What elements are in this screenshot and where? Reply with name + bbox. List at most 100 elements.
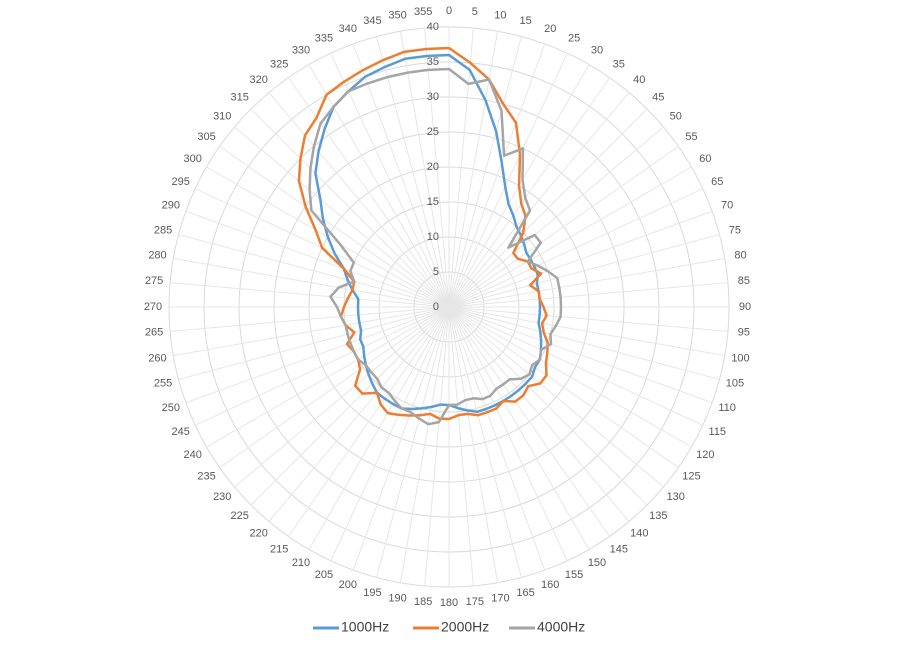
spoke — [448, 306, 725, 357]
spoke — [287, 77, 450, 308]
spoke — [448, 306, 664, 488]
radial-tick-label: 5 — [433, 266, 439, 278]
angle-label: 110 — [718, 402, 736, 414]
radial-tick-label: 20 — [427, 161, 439, 173]
angle-label: 350 — [388, 9, 406, 21]
spoke — [170, 282, 450, 308]
angle-label: 145 — [610, 543, 628, 555]
radial-tick-label: 0 — [433, 301, 439, 313]
spoke — [448, 306, 546, 571]
spoke — [250, 108, 450, 308]
angle-label: 355 — [414, 6, 432, 18]
spoke — [448, 306, 720, 380]
angle-label: 340 — [339, 23, 357, 35]
angle-label: 285 — [154, 224, 172, 236]
angle-label: 140 — [630, 528, 648, 540]
angle-label: 240 — [183, 449, 201, 461]
radial-tick-label: 10 — [427, 231, 439, 243]
spoke — [448, 166, 692, 308]
spoke — [173, 306, 450, 357]
spoke — [448, 282, 728, 308]
angle-label: 190 — [388, 592, 406, 604]
spoke — [448, 31, 499, 308]
spoke — [448, 53, 568, 308]
spoke — [448, 306, 568, 561]
spoke — [170, 306, 450, 332]
spoke — [448, 306, 611, 537]
spoke — [448, 77, 611, 308]
angle-label: 105 — [726, 378, 744, 390]
angle-label: 115 — [708, 426, 726, 438]
angle-label: 30 — [591, 45, 603, 57]
radial-tick-label: 25 — [427, 126, 439, 138]
legend-label: 2000Hz — [441, 619, 489, 635]
angle-label: 295 — [172, 176, 190, 188]
spoke — [185, 306, 450, 404]
spoke — [234, 306, 450, 488]
angle-label: 120 — [696, 449, 714, 461]
angle-label: 235 — [197, 471, 215, 483]
angle-label: 325 — [270, 58, 288, 70]
spoke — [448, 306, 728, 332]
legend-label: 4000Hz — [537, 619, 585, 635]
spoke — [448, 306, 703, 426]
angle-label: 265 — [145, 327, 163, 339]
angle-label: 0 — [446, 5, 452, 17]
spoke — [178, 234, 450, 308]
angle-label: 200 — [339, 579, 357, 591]
angle-label: 315 — [231, 92, 249, 104]
spoke — [448, 306, 630, 522]
angle-label: 80 — [734, 250, 746, 262]
angle-label: 250 — [162, 402, 180, 414]
radial-tick-label: 15 — [427, 196, 439, 208]
angle-label: 60 — [699, 153, 711, 165]
angle-label: 90 — [739, 301, 751, 313]
angle-label: 25 — [568, 33, 580, 45]
series-line — [308, 67, 563, 426]
spoke — [448, 306, 522, 578]
spoke — [448, 36, 522, 308]
spoke — [195, 306, 450, 426]
spoke — [268, 306, 450, 522]
spoke — [399, 306, 450, 583]
legend-label: 1000Hz — [341, 619, 389, 635]
angle-label: 165 — [516, 587, 534, 599]
spoke — [448, 145, 679, 308]
angle-label: 300 — [183, 153, 201, 165]
spoke — [185, 210, 450, 308]
angle-label: 45 — [652, 92, 664, 104]
angle-label: 160 — [541, 579, 559, 591]
angle-label: 345 — [363, 15, 381, 27]
angle-label: 50 — [670, 111, 682, 123]
angle-label: 155 — [565, 569, 583, 581]
spoke — [424, 28, 450, 308]
spoke — [250, 306, 450, 506]
radial-tick-label: 40 — [427, 21, 439, 33]
angle-label: 10 — [494, 9, 506, 21]
spoke — [448, 257, 725, 308]
angle-label: 260 — [148, 352, 166, 364]
angle-label: 290 — [162, 200, 180, 212]
spoke — [448, 188, 703, 308]
angle-label: 85 — [738, 275, 750, 287]
angle-label: 245 — [172, 426, 190, 438]
angle-label: 130 — [667, 491, 685, 503]
angle-label: 210 — [292, 557, 310, 569]
angle-label: 230 — [213, 491, 231, 503]
spoke — [448, 108, 648, 308]
spoke — [376, 306, 450, 578]
spoke — [424, 306, 450, 586]
angle-label: 15 — [519, 15, 531, 27]
spoke — [448, 28, 474, 308]
spoke — [173, 257, 450, 308]
spoke — [448, 306, 679, 469]
spoke — [234, 126, 450, 308]
spoke — [399, 31, 450, 308]
spoke — [448, 306, 713, 404]
angle-label: 75 — [729, 224, 741, 236]
spoke — [268, 92, 450, 308]
spoke — [448, 306, 648, 506]
spoke — [287, 306, 450, 537]
angle-label: 305 — [197, 131, 215, 143]
